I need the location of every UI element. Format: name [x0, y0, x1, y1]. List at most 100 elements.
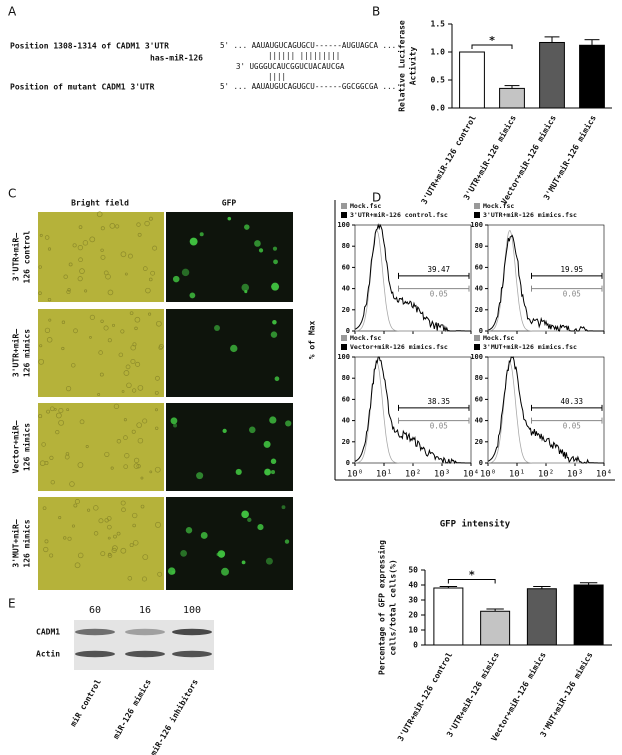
gfp-cell — [189, 292, 196, 299]
legend-label: Mock.fsc — [483, 202, 514, 210]
gfp-cell — [272, 246, 278, 251]
gate-marker — [398, 285, 470, 292]
cell — [120, 547, 127, 554]
x-tick-label: 3'MUT+miR-126 mimics — [538, 650, 595, 739]
cell — [63, 536, 67, 540]
cell — [127, 576, 133, 581]
gfp-cell — [222, 428, 227, 434]
gfp-cell — [216, 552, 220, 557]
cell — [150, 270, 156, 276]
mock-histogram — [488, 230, 604, 332]
cell — [98, 518, 104, 524]
y-tick-label: 0 — [413, 641, 418, 650]
cell — [155, 375, 160, 381]
gfp-cell — [230, 344, 238, 353]
legend-label: 3'MUT+miR-126 mimics.fsc — [483, 343, 577, 351]
gfp-cell — [181, 268, 190, 277]
y-tick-label: 20 — [475, 306, 483, 314]
blot-band — [172, 650, 212, 658]
y-tick-label: 0.0 — [431, 104, 446, 113]
cell — [126, 382, 132, 389]
cell — [155, 426, 159, 430]
cell — [61, 346, 65, 351]
gate-value: 39.47 — [427, 265, 450, 274]
cell — [107, 536, 111, 540]
cell — [148, 216, 153, 221]
gate-marker — [531, 417, 603, 424]
cell — [100, 551, 106, 557]
cell — [96, 211, 103, 218]
gfp-cell — [285, 420, 292, 427]
band-label: Actin — [36, 649, 60, 659]
legend-swatch — [474, 344, 480, 350]
cell — [84, 289, 88, 293]
cell — [85, 444, 89, 449]
legend-label: 3'UTR+miR-126 mimics.fsc — [483, 211, 577, 219]
gfp-cell — [271, 282, 280, 291]
cell — [121, 507, 126, 513]
band-quantity: 16 — [139, 605, 151, 616]
cell — [89, 236, 96, 243]
y-tick-label: 60 — [475, 263, 483, 271]
cell — [50, 480, 55, 485]
cell — [125, 364, 131, 370]
cell — [111, 547, 117, 554]
x-tick-label: 10⁴ — [463, 470, 479, 480]
cell — [38, 265, 42, 269]
column-header: GFP — [222, 199, 237, 208]
cell — [67, 536, 72, 541]
legend-label: Vector+miR-126 mimics.fsc — [350, 343, 448, 351]
cell — [110, 466, 114, 470]
cell — [99, 372, 104, 377]
gfp-cell — [221, 567, 229, 576]
cell — [136, 422, 142, 428]
cell — [42, 506, 47, 511]
gfp-image — [166, 309, 293, 397]
gfp-cell — [167, 567, 176, 575]
gfp-cell — [248, 426, 256, 434]
cell — [68, 262, 73, 267]
cell — [82, 240, 89, 246]
legend-label: Mock.fsc — [350, 334, 381, 342]
gfp-cell — [196, 472, 204, 480]
row-label: 126 mimics — [22, 519, 32, 567]
cell — [123, 464, 129, 469]
cell — [120, 251, 127, 258]
row-label: 3'UTR+miR– — [11, 329, 21, 377]
mock-histogram — [355, 362, 471, 464]
cell — [156, 320, 162, 327]
cell — [71, 524, 75, 528]
gate-marker — [398, 272, 470, 279]
cell — [66, 289, 71, 295]
cell — [129, 311, 134, 316]
lane-label: miR-126 mimics — [111, 677, 153, 741]
cell — [55, 412, 62, 419]
x-tick-label: 10² — [538, 470, 554, 480]
cell — [38, 414, 43, 419]
gfp-cell — [241, 283, 250, 292]
cell — [38, 291, 42, 295]
cell — [39, 233, 43, 237]
cell — [134, 326, 138, 331]
cell — [107, 524, 112, 530]
cell — [136, 463, 141, 469]
cell — [100, 319, 104, 323]
panel-label: B — [372, 5, 380, 19]
cell — [78, 257, 83, 263]
cell — [131, 429, 136, 434]
gfp-cell — [244, 224, 250, 230]
gate-marker — [398, 417, 470, 424]
y-tick-label: 100 — [337, 221, 350, 229]
cell — [120, 329, 125, 334]
x-tick-label: Vector+miR-126 mimics — [489, 650, 548, 743]
cell — [142, 266, 148, 271]
x-tick-label: 10³ — [434, 470, 450, 480]
cell — [109, 223, 116, 229]
gfp-cell — [217, 550, 226, 558]
error-bar — [579, 582, 598, 585]
x-tick-label: 10¹ — [376, 470, 392, 480]
cell — [78, 225, 83, 229]
bar — [579, 44, 605, 109]
gfp-cell — [270, 331, 278, 338]
